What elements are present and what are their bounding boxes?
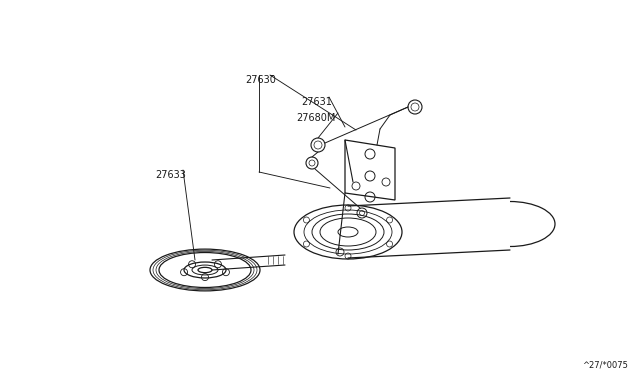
Text: 27680M: 27680M xyxy=(296,113,335,123)
Text: ^27/*0075: ^27/*0075 xyxy=(582,360,628,369)
Text: 27631: 27631 xyxy=(301,97,332,107)
Text: 27630: 27630 xyxy=(245,75,276,85)
Polygon shape xyxy=(345,140,395,200)
Text: 27633: 27633 xyxy=(155,170,186,180)
